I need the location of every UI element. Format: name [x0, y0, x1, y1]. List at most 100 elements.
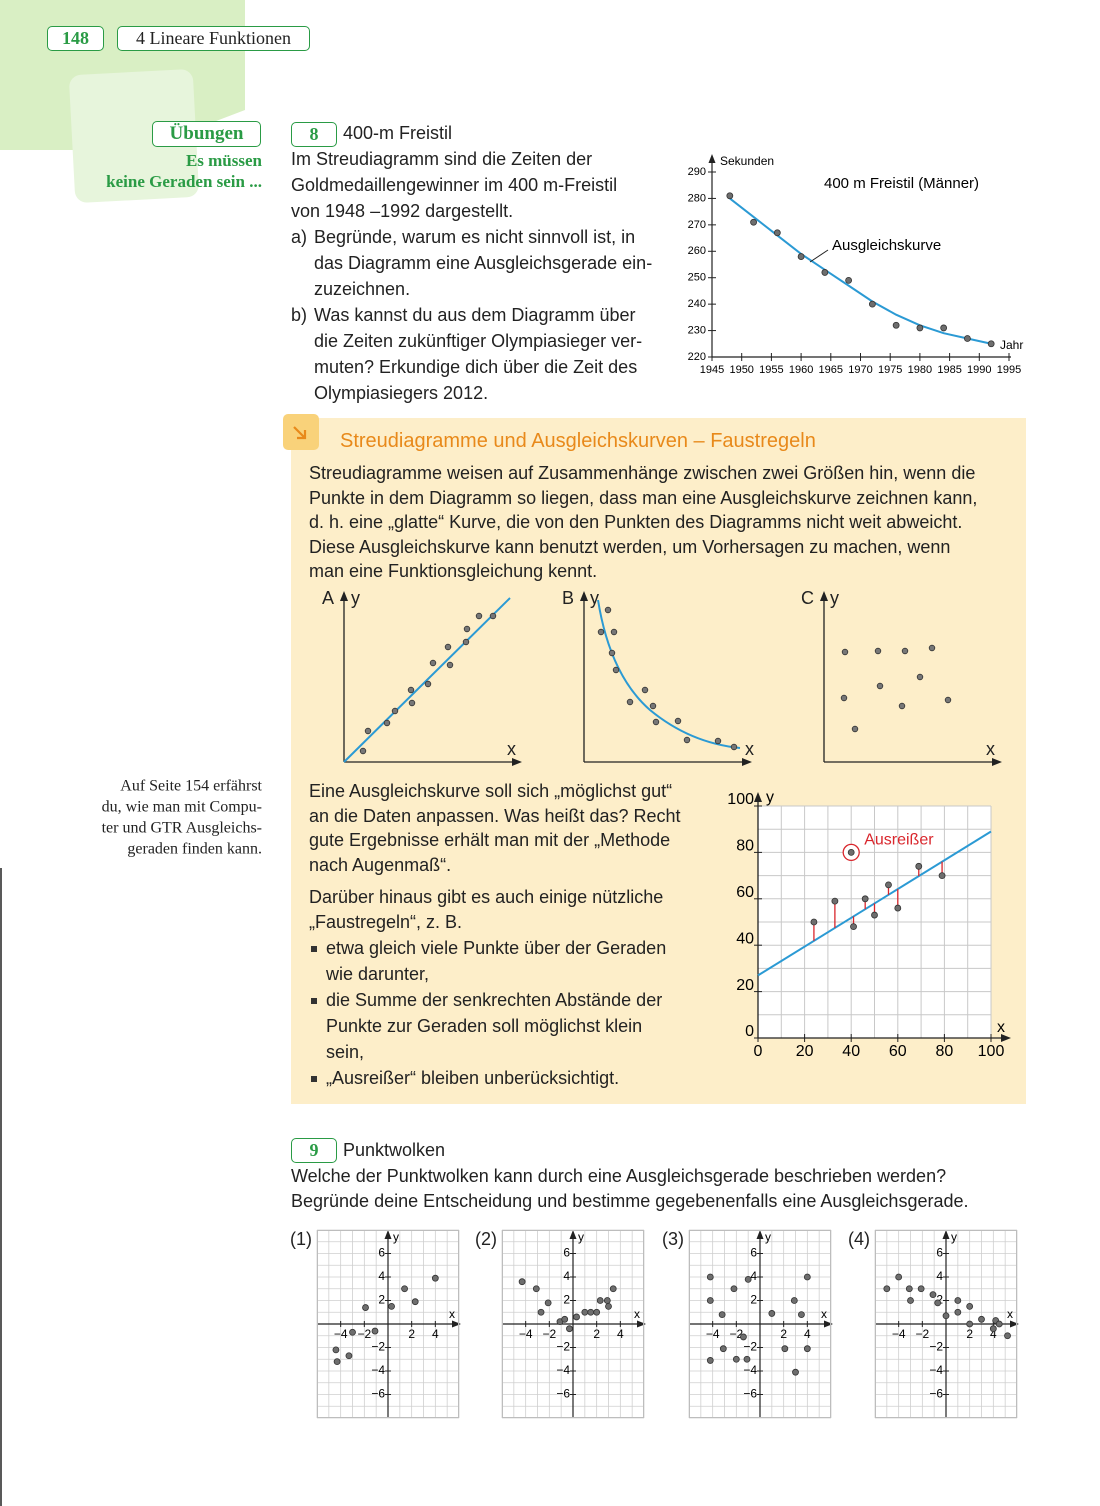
data-point: [768, 1310, 776, 1317]
sketch-arrows: [340, 591, 1002, 766]
green-card: [69, 69, 199, 203]
point: [649, 702, 657, 710]
point: [876, 682, 884, 690]
y-tick-label: 280: [688, 192, 706, 204]
data-point: [942, 1312, 950, 1320]
chapter-title: 4 Lineare Funktionen: [117, 26, 310, 51]
x-tick-label: 1995: [997, 364, 1021, 376]
data-point: [916, 324, 924, 332]
data-point: [803, 1273, 811, 1281]
y-tick-label: 20: [736, 977, 754, 994]
y-tick-label: −6: [371, 1387, 385, 1401]
sidebar-note: Auf Seite 154 erfährst: [120, 777, 262, 795]
point: [359, 747, 367, 755]
point-cloud: −4 −2 2 4 6 4 2 −2 −4 −6 x y: [874, 1229, 1019, 1419]
x-tick-label: 40: [842, 1043, 860, 1060]
axis-arrow: [708, 154, 716, 163]
data-point: [790, 1297, 798, 1304]
data-point: [907, 1297, 914, 1304]
cloud-label: (2): [475, 1229, 497, 1250]
point: [928, 644, 936, 652]
x-tick-label: −4: [706, 1327, 720, 1341]
data-point: [989, 1325, 997, 1333]
arrow: [742, 758, 752, 766]
sketches: A y x B y x C y x: [322, 588, 1002, 766]
data-point: [894, 904, 902, 912]
exercise-text: von 1948 –1992 dargestellt.: [291, 201, 514, 222]
box-text: gute Ergebnisse erhält man mit der „Meth…: [309, 830, 671, 851]
y-tick-label: −4: [929, 1363, 943, 1377]
x-tick-label: 100: [978, 1043, 1005, 1060]
axis-arrow: [756, 1230, 764, 1239]
point: [714, 737, 722, 745]
data-point: [566, 1325, 573, 1333]
box-text: Punkte in dem Diagramm so liegen, dass m…: [309, 487, 978, 508]
x-tick-label: −4: [334, 1327, 348, 1341]
y-tick-label: 6: [378, 1246, 385, 1260]
arrow: [992, 758, 1002, 766]
y-tick-label: 40: [736, 930, 754, 947]
x-tick-label: 1980: [908, 364, 932, 376]
y-tick-label: 4: [563, 1269, 570, 1283]
y-tick-label: 60: [736, 884, 754, 901]
data-point: [596, 1297, 604, 1304]
point: [424, 680, 432, 688]
x-axis-label: x: [821, 1307, 827, 1321]
y-tick-label: 260: [688, 245, 706, 257]
data-point: [868, 300, 876, 308]
data-point: [938, 872, 946, 879]
point: [612, 666, 620, 674]
data-point: [987, 340, 995, 348]
section-label: Übungen: [152, 121, 261, 147]
y-tick-label: −6: [743, 1387, 757, 1401]
x-tick-label: 4: [804, 1327, 811, 1341]
x-tick-label: −4: [519, 1327, 533, 1341]
point: [407, 686, 415, 694]
y-tick-label: 240: [688, 298, 706, 310]
task-label: b): [291, 305, 308, 326]
data-point: [743, 1355, 751, 1363]
sidebar-note: du, wie man mit Compu-: [101, 798, 262, 816]
point: [597, 628, 605, 636]
data-point: [706, 1273, 714, 1281]
exercise-number: 9: [291, 1138, 337, 1163]
data-point: [797, 253, 805, 260]
data-point: [719, 1345, 727, 1353]
sketch-curve: [597, 599, 741, 749]
point: [408, 699, 416, 707]
box-text: d. h. eine „glatte“ Kurve, die von den P…: [309, 512, 963, 533]
outlier-point: [847, 849, 855, 856]
axis-arrow: [1001, 1034, 1011, 1042]
axis-arrow: [637, 1320, 646, 1328]
data-point: [744, 1275, 752, 1283]
task-text: muten? Erkundige dich über die Zeit des: [314, 357, 638, 378]
axis-arrow: [824, 1320, 833, 1328]
point: [604, 606, 612, 614]
y-tick-label: −2: [929, 1340, 943, 1354]
data-point: [388, 1302, 395, 1310]
data-point: [966, 1320, 974, 1328]
data-point: [792, 1368, 799, 1376]
y-tick-label: 4: [750, 1269, 757, 1283]
data-point: [803, 1345, 811, 1353]
x-tick-label: −4: [892, 1327, 906, 1341]
box-text: an die Daten anpassen. Was heißt das? Re…: [309, 805, 681, 826]
bullet-text: Punkte zur Geraden soll möglichst klein: [326, 1016, 643, 1037]
axes: [343, 599, 995, 763]
x-tick-label: 1955: [759, 364, 783, 376]
data-point: [1004, 1332, 1011, 1340]
axis-arrow: [942, 1230, 950, 1239]
y-tick-label: −4: [371, 1363, 385, 1377]
data-point: [518, 1278, 526, 1286]
bullet-text: „Ausreißer“ bleiben unberücksichtigt.: [326, 1068, 620, 1089]
data-point: [732, 1355, 740, 1363]
data-point: [561, 1315, 569, 1323]
point: [901, 647, 909, 655]
point: [944, 696, 952, 704]
point: [489, 612, 497, 620]
y-tick-label: 2: [378, 1293, 385, 1307]
point: [851, 725, 859, 733]
outlier-label: Ausreißer: [864, 832, 934, 849]
sketch-labels: A y x B y x C y x: [322, 588, 995, 759]
